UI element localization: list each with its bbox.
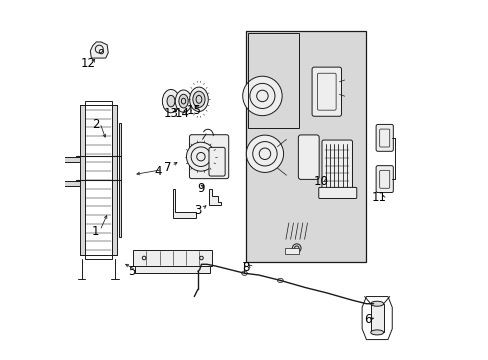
Ellipse shape [167,95,175,107]
Ellipse shape [179,94,188,108]
FancyBboxPatch shape [321,140,352,190]
Bar [284,248,299,253]
Text: 5: 5 [127,265,135,278]
Bar [47,157,80,162]
FancyBboxPatch shape [375,166,392,193]
Ellipse shape [370,330,383,335]
FancyBboxPatch shape [311,67,341,116]
Text: 6: 6 [364,313,371,327]
Bar [135,266,210,273]
Polygon shape [172,189,196,218]
Ellipse shape [241,271,247,275]
Text: 10: 10 [313,175,328,188]
Text: 9: 9 [197,183,205,195]
FancyBboxPatch shape [189,135,228,179]
Text: 4: 4 [154,165,162,177]
Circle shape [186,142,215,171]
Bar [80,105,85,255]
Bar [246,31,366,262]
Polygon shape [90,42,108,58]
Circle shape [242,76,282,116]
Bar [370,304,383,332]
Ellipse shape [162,89,179,113]
FancyBboxPatch shape [298,135,319,179]
Text: 13: 13 [163,107,178,120]
FancyBboxPatch shape [318,188,356,198]
Polygon shape [208,189,221,205]
Text: 14: 14 [174,107,189,120]
Bar [85,101,112,259]
Text: 11: 11 [371,192,386,204]
Text: 12: 12 [81,57,96,70]
Ellipse shape [192,91,204,107]
Bar [133,250,212,266]
Ellipse shape [277,278,283,283]
Circle shape [246,135,283,172]
Text: 2: 2 [92,118,99,131]
Text: 7: 7 [163,161,171,174]
Ellipse shape [370,301,383,306]
Text: 15: 15 [186,104,202,117]
Text: 1: 1 [92,225,99,238]
Ellipse shape [189,87,208,112]
Text: 8: 8 [242,261,249,274]
Ellipse shape [175,90,191,112]
Bar [119,123,121,237]
Bar [47,181,80,186]
FancyBboxPatch shape [375,125,392,151]
Text: 3: 3 [194,204,201,217]
FancyBboxPatch shape [208,147,224,176]
Bar [112,105,117,255]
